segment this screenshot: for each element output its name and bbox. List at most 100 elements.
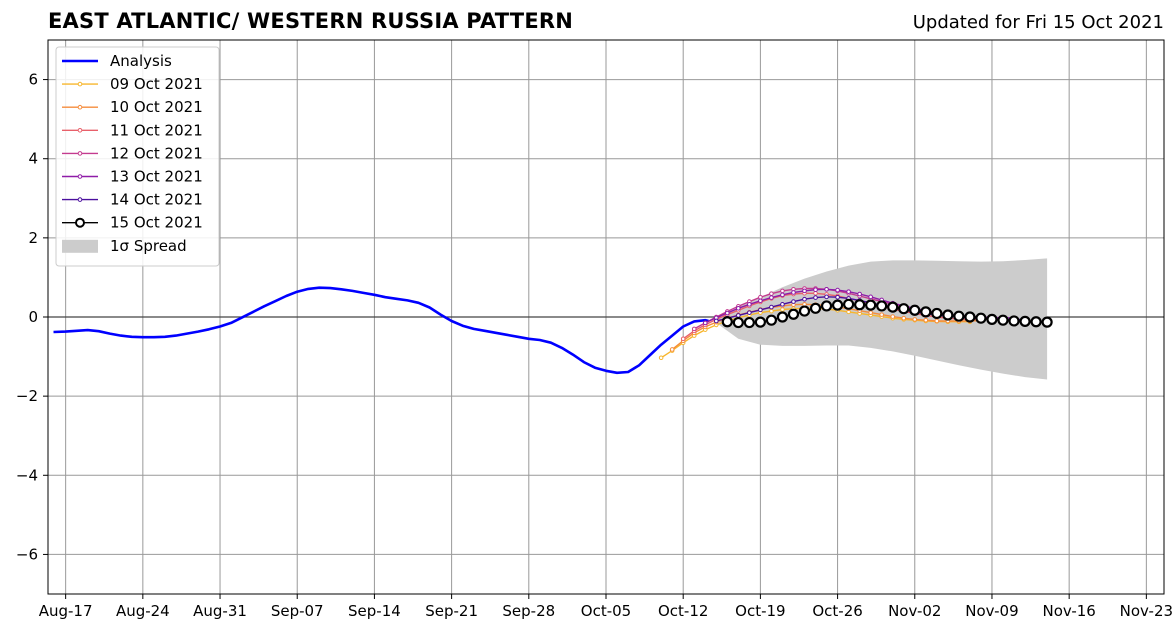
data-point (854, 299, 866, 311)
y-tick-label: 2 (28, 229, 38, 247)
data-point (736, 313, 741, 318)
y-tick-label: 0 (28, 308, 38, 326)
legend: Analysis 09 Oct 2021 10 Oct 2021 11 Oct 202… (55, 46, 220, 267)
data-point (721, 316, 733, 328)
x-tick-label: Nov-02 (888, 602, 941, 620)
y-tick-label: 6 (28, 71, 38, 89)
forecast-series-6 (721, 298, 1053, 329)
x-tick-label: Aug-17 (39, 602, 93, 620)
x-tick-label: Nov-16 (1042, 602, 1095, 620)
data-point (887, 301, 899, 313)
data-point (857, 291, 862, 297)
legend-entry: 12 Oct 2021 (62, 144, 203, 162)
legend-label: 12 Oct 2021 (110, 144, 203, 162)
data-point (769, 304, 774, 310)
legend-entry: 15 Oct 2021 (62, 214, 203, 232)
data-point (898, 303, 910, 315)
legend-marker (77, 81, 83, 87)
data-point (813, 290, 818, 296)
data-point (824, 287, 829, 292)
data-point (736, 305, 741, 311)
legend-marker (77, 174, 83, 179)
data-point (1041, 316, 1053, 328)
data-point (1030, 316, 1042, 328)
data-point (765, 314, 778, 326)
data-point (813, 287, 818, 292)
data-point (776, 311, 789, 323)
data-point (909, 304, 921, 316)
data-point (769, 308, 774, 314)
data-point (931, 307, 943, 320)
y-tick-label: −6 (16, 545, 38, 563)
data-point (802, 288, 807, 294)
data-point (997, 314, 1009, 326)
legend-marker (77, 197, 83, 202)
legend-entry: 11 Oct 2021 (62, 121, 203, 139)
data-point (780, 292, 785, 298)
data-point (813, 295, 818, 300)
legend-entry: 10 Oct 2021 (62, 98, 203, 116)
axes: Aug-17 Aug-24 Aug-31 Sep-07 Sep-14 Sep-21 Sep-… (16, 39, 1173, 620)
data-point (975, 312, 987, 324)
data-point (780, 307, 785, 312)
x-tick-label: Aug-24 (116, 602, 170, 620)
data-point (820, 300, 833, 312)
data-point (802, 296, 807, 302)
data-point (831, 299, 844, 311)
data-point (876, 300, 888, 312)
data-point (912, 317, 918, 322)
data-point (780, 302, 785, 307)
data-point (691, 326, 697, 332)
data-point (758, 307, 763, 313)
data-point (879, 312, 884, 317)
legend-marker (77, 151, 83, 156)
data-point (835, 294, 840, 300)
legend-entry: 09 Oct 2021 (62, 75, 203, 93)
x-tick-label: Nov-09 (965, 602, 1018, 620)
x-tick-label: Oct-26 (812, 602, 862, 620)
x-tick-label: Oct-19 (735, 602, 785, 620)
legend-label: Analysis (110, 52, 172, 70)
data-point (953, 310, 965, 322)
data-point (680, 336, 686, 342)
legend-label: 11 Oct 2021 (110, 121, 203, 139)
data-point (787, 308, 800, 320)
data-point (702, 320, 708, 326)
data-point (658, 355, 664, 361)
data-point (732, 316, 744, 329)
data-point (835, 287, 840, 293)
data-point (798, 305, 811, 317)
data-point (758, 294, 763, 300)
legend-entry: 14 Oct 2021 (62, 191, 203, 209)
data-point (758, 298, 763, 304)
series-lines (53, 286, 1053, 375)
legend-marker (75, 217, 85, 228)
data-point (747, 310, 752, 315)
updated-date: Updated for Fri 15 Oct 2021 (912, 12, 1164, 33)
data-point (769, 295, 774, 300)
x-tick-label: Oct-12 (658, 602, 708, 620)
legend-label: 15 Oct 2021 (110, 214, 203, 232)
data-point (1008, 315, 1020, 327)
data-point (865, 299, 877, 311)
data-point (791, 290, 796, 295)
analysis-line (53, 286, 709, 375)
x-tick-label: Sep-21 (425, 602, 478, 620)
data-point (743, 316, 755, 329)
x-tick-label: Aug-31 (193, 602, 247, 620)
legend-marker (77, 104, 83, 110)
y-tick-label: 4 (28, 150, 38, 168)
legend-marker (77, 128, 83, 133)
data-point (1019, 315, 1031, 327)
legend-label: 14 Oct 2021 (110, 191, 203, 209)
legend-box (55, 46, 220, 267)
x-tick-label: Sep-28 (502, 602, 555, 620)
data-point (934, 318, 940, 324)
y-tick-label: −2 (16, 387, 38, 405)
data-point (964, 311, 976, 323)
data-point (846, 289, 851, 294)
legend-entry: Analysis (62, 52, 172, 70)
data-point (923, 317, 929, 323)
x-tick-label: Nov-23 (1120, 602, 1173, 620)
